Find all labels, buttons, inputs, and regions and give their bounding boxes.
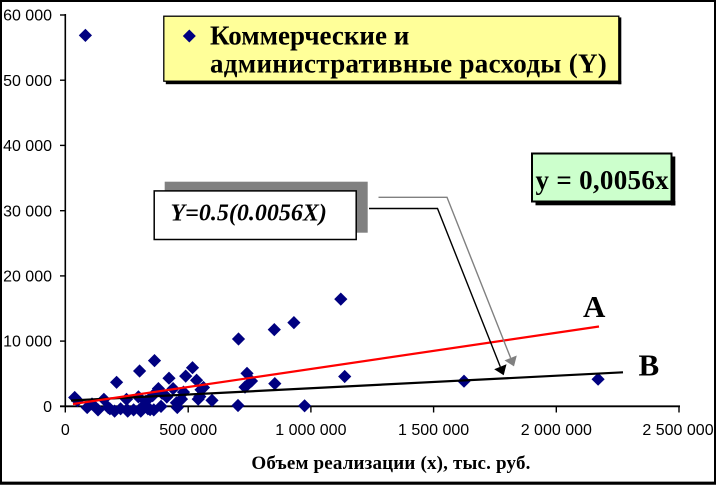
svg-text:B: B [639, 348, 660, 383]
svg-text:50 000: 50 000 [3, 73, 52, 90]
svg-text:30 000: 30 000 [3, 203, 52, 220]
svg-text:0: 0 [43, 399, 52, 416]
svg-text:y = 0,0056x: y = 0,0056x [536, 165, 670, 195]
svg-text:1 000 000: 1 000 000 [275, 422, 346, 439]
svg-text:20 000: 20 000 [3, 269, 52, 286]
svg-text:60 000: 60 000 [3, 8, 52, 25]
svg-text:A: A [583, 289, 606, 324]
svg-text:Коммерческие и: Коммерческие и [210, 21, 409, 51]
svg-text:Y=0.5(0.0056X): Y=0.5(0.0056X) [171, 201, 327, 227]
svg-text:2 500 000: 2 500 000 [642, 422, 713, 439]
svg-text:Объем реализации (x), тыс. руб: Объем реализации (x), тыс. руб. [251, 453, 530, 474]
svg-text:0: 0 [61, 422, 70, 439]
svg-text:10 000: 10 000 [3, 334, 52, 351]
svg-text:административные расходы (Y): административные расходы (Y) [210, 49, 607, 79]
svg-text:500 000: 500 000 [159, 422, 217, 439]
svg-text:1 500 000: 1 500 000 [398, 422, 469, 439]
svg-text:2 000 000: 2 000 000 [521, 422, 592, 439]
svg-text:40 000: 40 000 [3, 138, 52, 155]
